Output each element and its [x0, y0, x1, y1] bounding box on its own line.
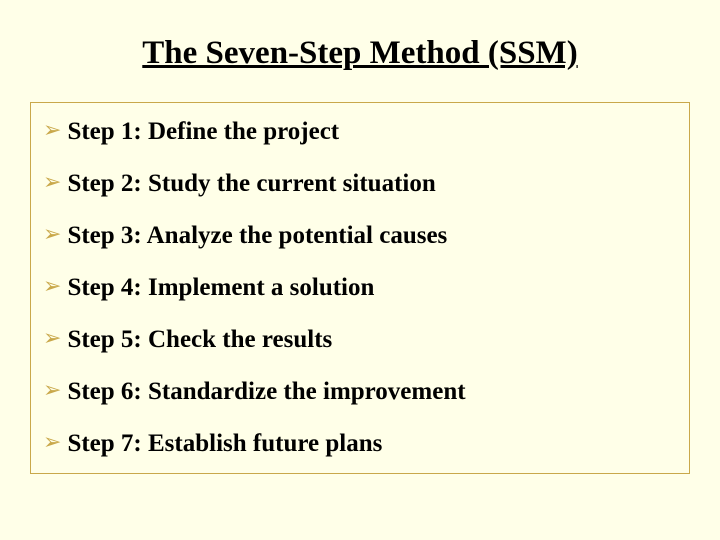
bullet-icon: ➢: [43, 169, 61, 195]
bullet-icon: ➢: [43, 221, 61, 247]
step-item: ➢ Step 3: Analyze the potential causes: [43, 221, 677, 251]
bullet-icon: ➢: [43, 325, 61, 351]
step-item: ➢ Step 4: Implement a solution: [43, 273, 677, 303]
step-text: Step 5: Check the results: [67, 325, 332, 355]
bullet-icon: ➢: [43, 429, 61, 455]
step-item: ➢ Step 2: Study the current situation: [43, 169, 677, 199]
slide-title: The Seven-Step Method (SSM): [30, 35, 690, 72]
step-text: Step 7: Establish future plans: [67, 429, 382, 459]
steps-container: ➢ Step 1: Define the project ➢ Step 2: S…: [30, 102, 690, 474]
step-text: Step 6: Standardize the improvement: [67, 377, 465, 407]
bullet-icon: ➢: [43, 273, 61, 299]
step-item: ➢ Step 1: Define the project: [43, 117, 677, 147]
step-text: Step 1: Define the project: [67, 117, 339, 147]
step-item: ➢ Step 6: Standardize the improvement: [43, 377, 677, 407]
step-item: ➢ Step 5: Check the results: [43, 325, 677, 355]
step-text: Step 4: Implement a solution: [67, 273, 374, 303]
step-item: ➢ Step 7: Establish future plans: [43, 429, 677, 459]
bullet-icon: ➢: [43, 377, 61, 403]
step-text: Step 2: Study the current situation: [67, 169, 435, 199]
bullet-icon: ➢: [43, 117, 61, 143]
step-text: Step 3: Analyze the potential causes: [67, 221, 447, 251]
